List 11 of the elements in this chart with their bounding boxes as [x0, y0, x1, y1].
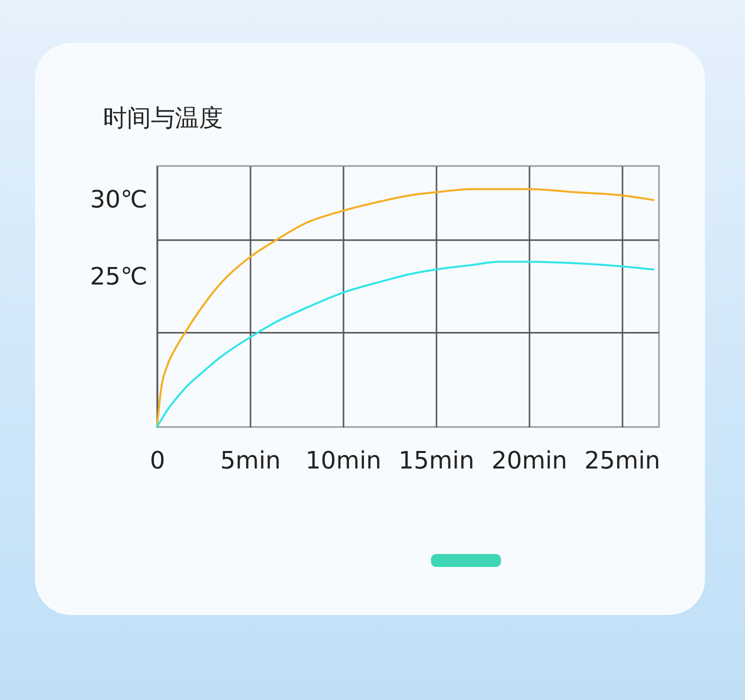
line-series	[156, 260, 654, 428]
line-series	[156, 188, 654, 428]
y-tick-label: 25℃	[90, 262, 148, 291]
x-tick-label: 0	[150, 446, 166, 474]
x-tick-label: 5min	[220, 446, 281, 474]
x-tick-label: 25min	[584, 446, 660, 474]
x-tick-label: 20min	[491, 446, 568, 474]
x-tick-label: 10min	[306, 446, 382, 474]
y-tick-label: 30℃	[90, 185, 148, 214]
chart-title: 时间与温度	[103, 104, 223, 132]
x-tick-label: 15min	[398, 446, 474, 474]
